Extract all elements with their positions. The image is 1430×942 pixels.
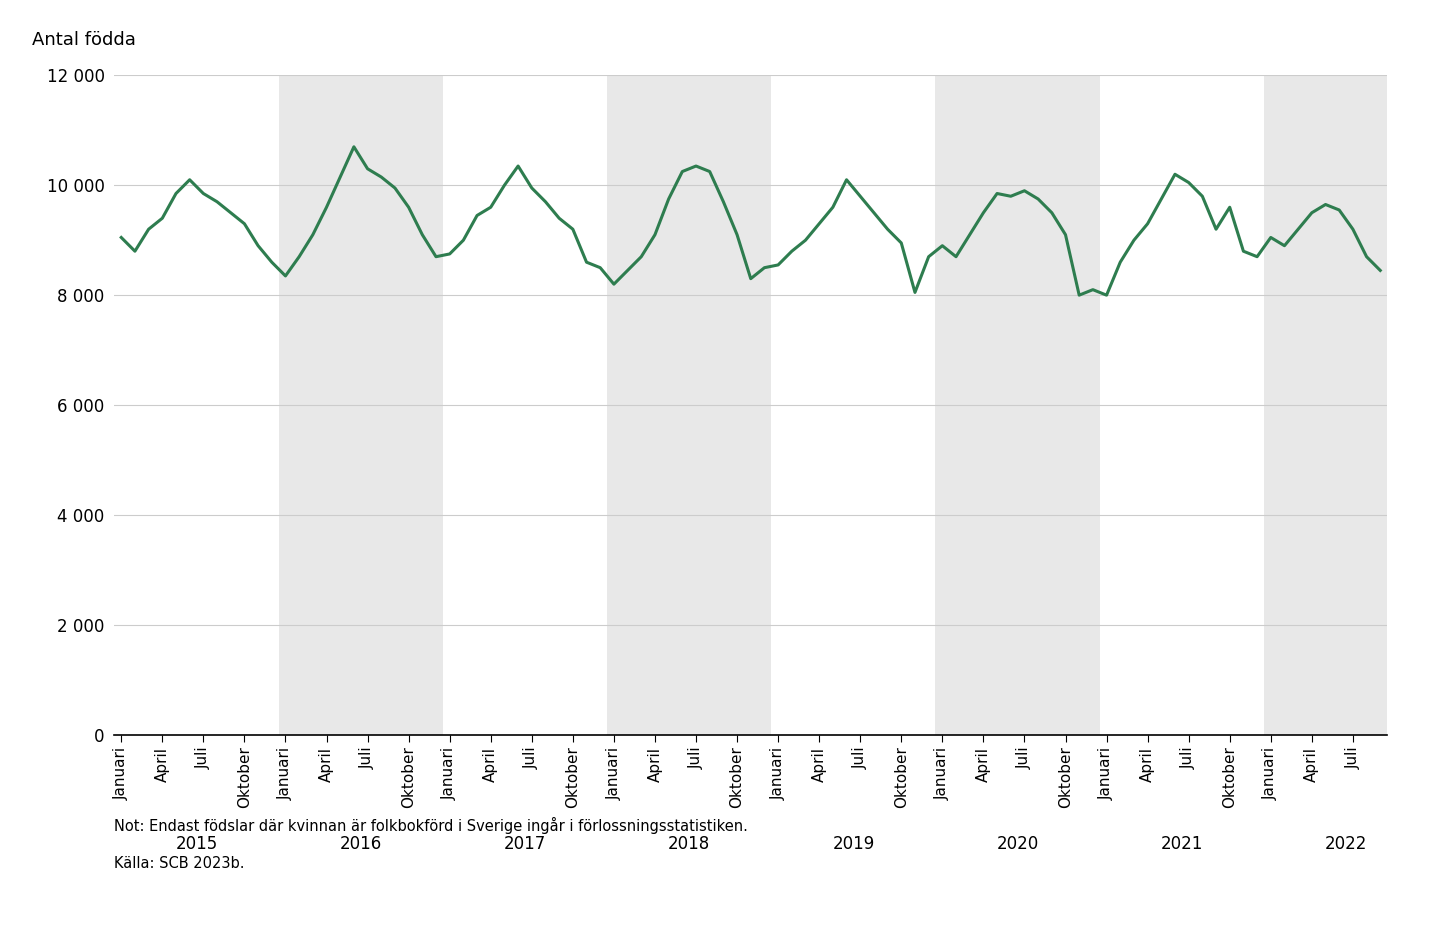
- Bar: [608, 75, 771, 735]
- Text: Antal födda: Antal födda: [31, 31, 136, 49]
- Text: 2020: 2020: [997, 835, 1038, 853]
- Text: 2022: 2022: [1324, 835, 1367, 853]
- Text: 2018: 2018: [668, 835, 711, 853]
- Text: Not: Endast födslar där kvinnan är folkbokförd i Sverige ingår i förlossningssta: Not: Endast födslar där kvinnan är folkb…: [114, 817, 748, 834]
- Text: 2015: 2015: [176, 835, 217, 853]
- Bar: [1264, 75, 1387, 735]
- Text: 2021: 2021: [1161, 835, 1203, 853]
- Text: 2019: 2019: [832, 835, 875, 853]
- Text: 2016: 2016: [339, 835, 382, 853]
- Text: Källa: SCB 2023b.: Källa: SCB 2023b.: [114, 856, 245, 871]
- Bar: [279, 75, 443, 735]
- Text: 2017: 2017: [503, 835, 546, 853]
- Bar: [935, 75, 1100, 735]
